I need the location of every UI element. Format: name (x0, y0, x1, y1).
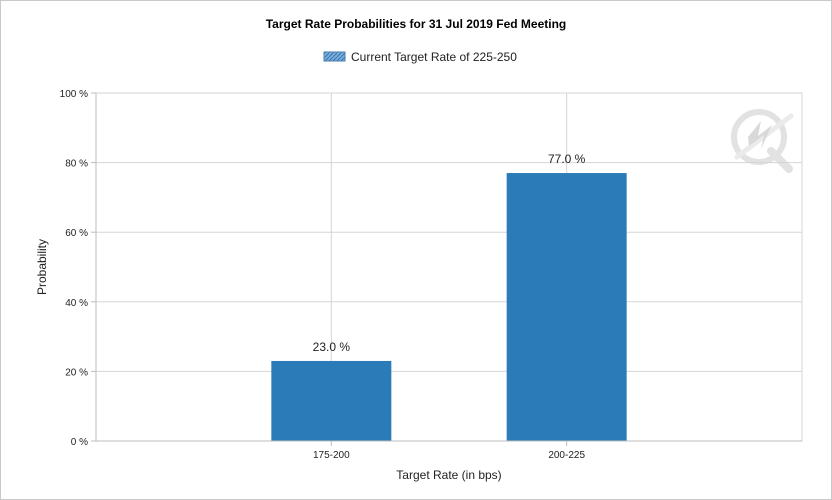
legend-swatch (323, 51, 346, 62)
watermark-logo (731, 109, 794, 173)
chart-title: Target Rate Probabilities for 31 Jul 201… (266, 17, 567, 31)
y-tick-label: 60 % (65, 228, 88, 239)
bar (271, 360, 392, 441)
axes: 0 % 20 % 40 % 60 % 80 % 100 % 175-200 200-225 (60, 89, 802, 461)
data-label: 77.0 % (548, 152, 586, 166)
y-tick-label: 0 % (71, 437, 88, 448)
legend: Current Target Rate of 225-250 (323, 50, 517, 64)
data-label: 23.0 % (313, 340, 351, 354)
y-axis-title: Probability (35, 239, 49, 295)
y-tick-label: 20 % (65, 367, 88, 378)
x-tick-label: 175-200 (313, 450, 350, 461)
plot-area-border (95, 92, 803, 442)
bars (271, 173, 627, 442)
y-tick-label: 80 % (65, 159, 88, 170)
data-labels: 23.0 % 77.0 % (313, 152, 586, 354)
x-tick-label: 200-225 (548, 450, 585, 461)
y-tick-label: 100 % (60, 89, 88, 100)
grid (95, 92, 803, 442)
y-tick-label: 40 % (65, 298, 88, 309)
bar (506, 173, 627, 442)
legend-label: Current Target Rate of 225-250 (351, 50, 517, 64)
x-axis-title: Target Rate (in bps) (396, 468, 501, 482)
